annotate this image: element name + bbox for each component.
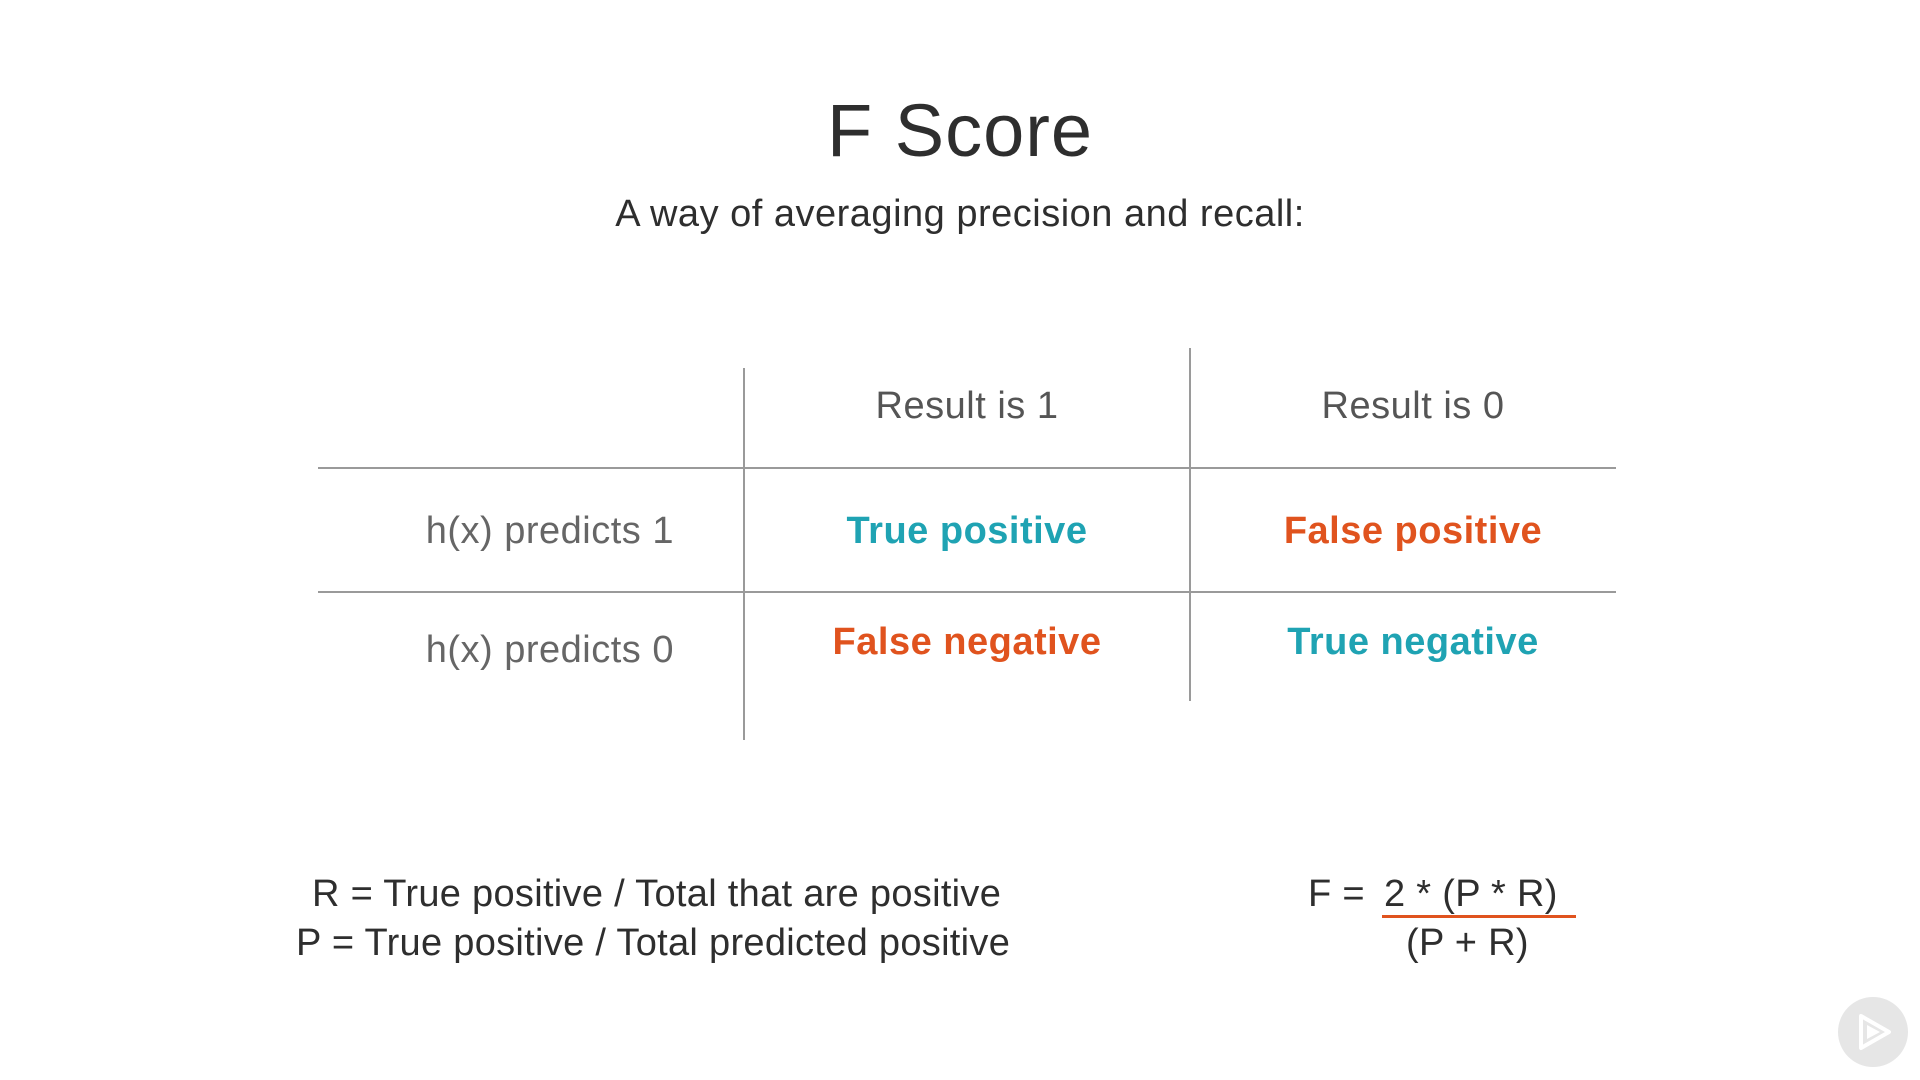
fraction-bar <box>1382 915 1576 918</box>
grid-line-horizontal-2 <box>318 591 1616 593</box>
column-header-result-1: Result is 1 <box>875 385 1059 427</box>
grid-line-vertical-1 <box>743 368 745 740</box>
row-label-predicts-0: h(x) predicts 0 <box>425 629 674 671</box>
row-label-predicts-1: h(x) predicts 1 <box>425 510 674 552</box>
grid-line-vertical-2 <box>1189 348 1191 701</box>
f-formula-prefix: F = <box>1308 873 1365 915</box>
cell-false-positive: False positive <box>1283 510 1543 552</box>
column-header-result-0: Result is 0 <box>1321 385 1505 427</box>
recall-formula: R = True positive / Total that are posit… <box>312 873 1002 915</box>
cell-false-negative: False negative <box>832 621 1102 663</box>
grid-line-horizontal-1 <box>318 467 1616 469</box>
cell-true-positive: True positive <box>846 510 1088 552</box>
cell-true-negative: True negative <box>1287 621 1539 663</box>
slide-subtitle: A way of averaging precision and recall: <box>615 193 1305 235</box>
play-logo-icon <box>1838 997 1908 1067</box>
slide-title: F Score <box>826 89 1094 172</box>
f-formula-denominator: (P + R) <box>1406 922 1529 964</box>
precision-formula: P = True positive / Total predicted posi… <box>296 922 1011 964</box>
f-formula-numerator: 2 * (P * R) <box>1384 873 1558 915</box>
